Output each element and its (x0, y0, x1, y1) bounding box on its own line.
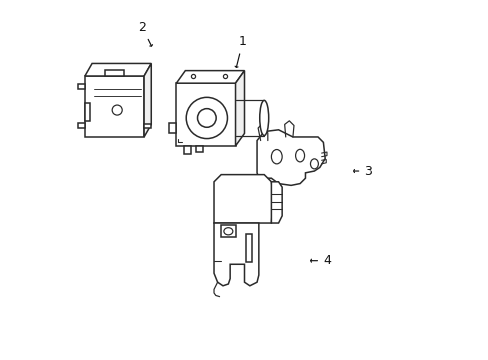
Ellipse shape (310, 159, 318, 169)
Ellipse shape (295, 149, 304, 162)
Polygon shape (85, 103, 89, 121)
Text: 3: 3 (353, 165, 371, 177)
Polygon shape (78, 123, 85, 128)
Polygon shape (271, 182, 282, 223)
Polygon shape (257, 130, 325, 185)
Polygon shape (196, 146, 203, 152)
Polygon shape (85, 76, 144, 137)
Polygon shape (176, 71, 244, 83)
Ellipse shape (271, 149, 282, 164)
Circle shape (112, 105, 122, 115)
Polygon shape (214, 175, 273, 223)
Polygon shape (144, 125, 151, 128)
Text: 1: 1 (235, 35, 246, 67)
Polygon shape (169, 123, 176, 134)
Polygon shape (104, 69, 124, 76)
Ellipse shape (186, 97, 227, 139)
Ellipse shape (259, 100, 268, 135)
Ellipse shape (197, 109, 216, 127)
Polygon shape (235, 71, 244, 146)
Polygon shape (183, 146, 190, 154)
Polygon shape (246, 234, 251, 262)
Polygon shape (78, 84, 85, 89)
Polygon shape (221, 225, 235, 237)
Text: 4: 4 (310, 254, 330, 267)
Polygon shape (85, 63, 151, 76)
Polygon shape (144, 63, 151, 137)
Polygon shape (214, 223, 258, 286)
Ellipse shape (224, 228, 232, 235)
Polygon shape (176, 83, 235, 146)
Text: 2: 2 (138, 21, 152, 46)
